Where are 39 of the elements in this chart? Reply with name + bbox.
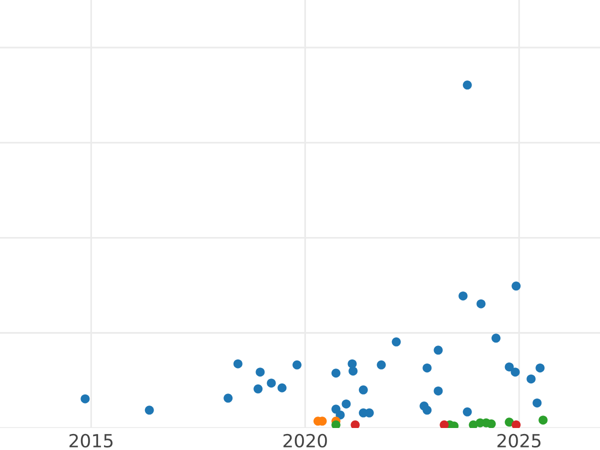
point bbox=[492, 334, 501, 343]
x-tick-label: 2020 bbox=[283, 434, 327, 448]
point bbox=[392, 337, 401, 346]
point bbox=[458, 291, 468, 300]
point bbox=[462, 407, 472, 416]
point bbox=[292, 360, 302, 370]
point bbox=[144, 406, 154, 415]
point bbox=[233, 359, 242, 368]
point bbox=[512, 420, 521, 428]
x-tick-label: 2025 bbox=[497, 434, 541, 448]
point bbox=[376, 360, 386, 370]
point bbox=[538, 416, 548, 425]
point bbox=[422, 406, 432, 415]
point bbox=[254, 384, 263, 394]
point bbox=[358, 385, 368, 394]
point bbox=[278, 383, 287, 392]
x-tick-label: 2015 bbox=[70, 434, 113, 448]
point bbox=[80, 394, 90, 404]
point bbox=[536, 363, 545, 372]
point bbox=[224, 394, 233, 403]
point bbox=[462, 80, 472, 90]
point bbox=[256, 368, 265, 377]
point bbox=[434, 346, 443, 355]
point bbox=[342, 399, 351, 408]
point bbox=[526, 374, 536, 384]
point bbox=[476, 299, 486, 308]
point bbox=[440, 420, 449, 428]
point bbox=[331, 368, 340, 378]
point bbox=[266, 378, 276, 388]
point bbox=[350, 420, 360, 428]
point bbox=[348, 366, 358, 376]
point bbox=[422, 363, 432, 372]
point bbox=[504, 362, 514, 372]
point bbox=[434, 386, 443, 396]
point bbox=[331, 420, 340, 428]
point bbox=[510, 368, 520, 377]
point bbox=[512, 282, 521, 291]
point bbox=[532, 398, 542, 408]
point bbox=[336, 410, 345, 420]
